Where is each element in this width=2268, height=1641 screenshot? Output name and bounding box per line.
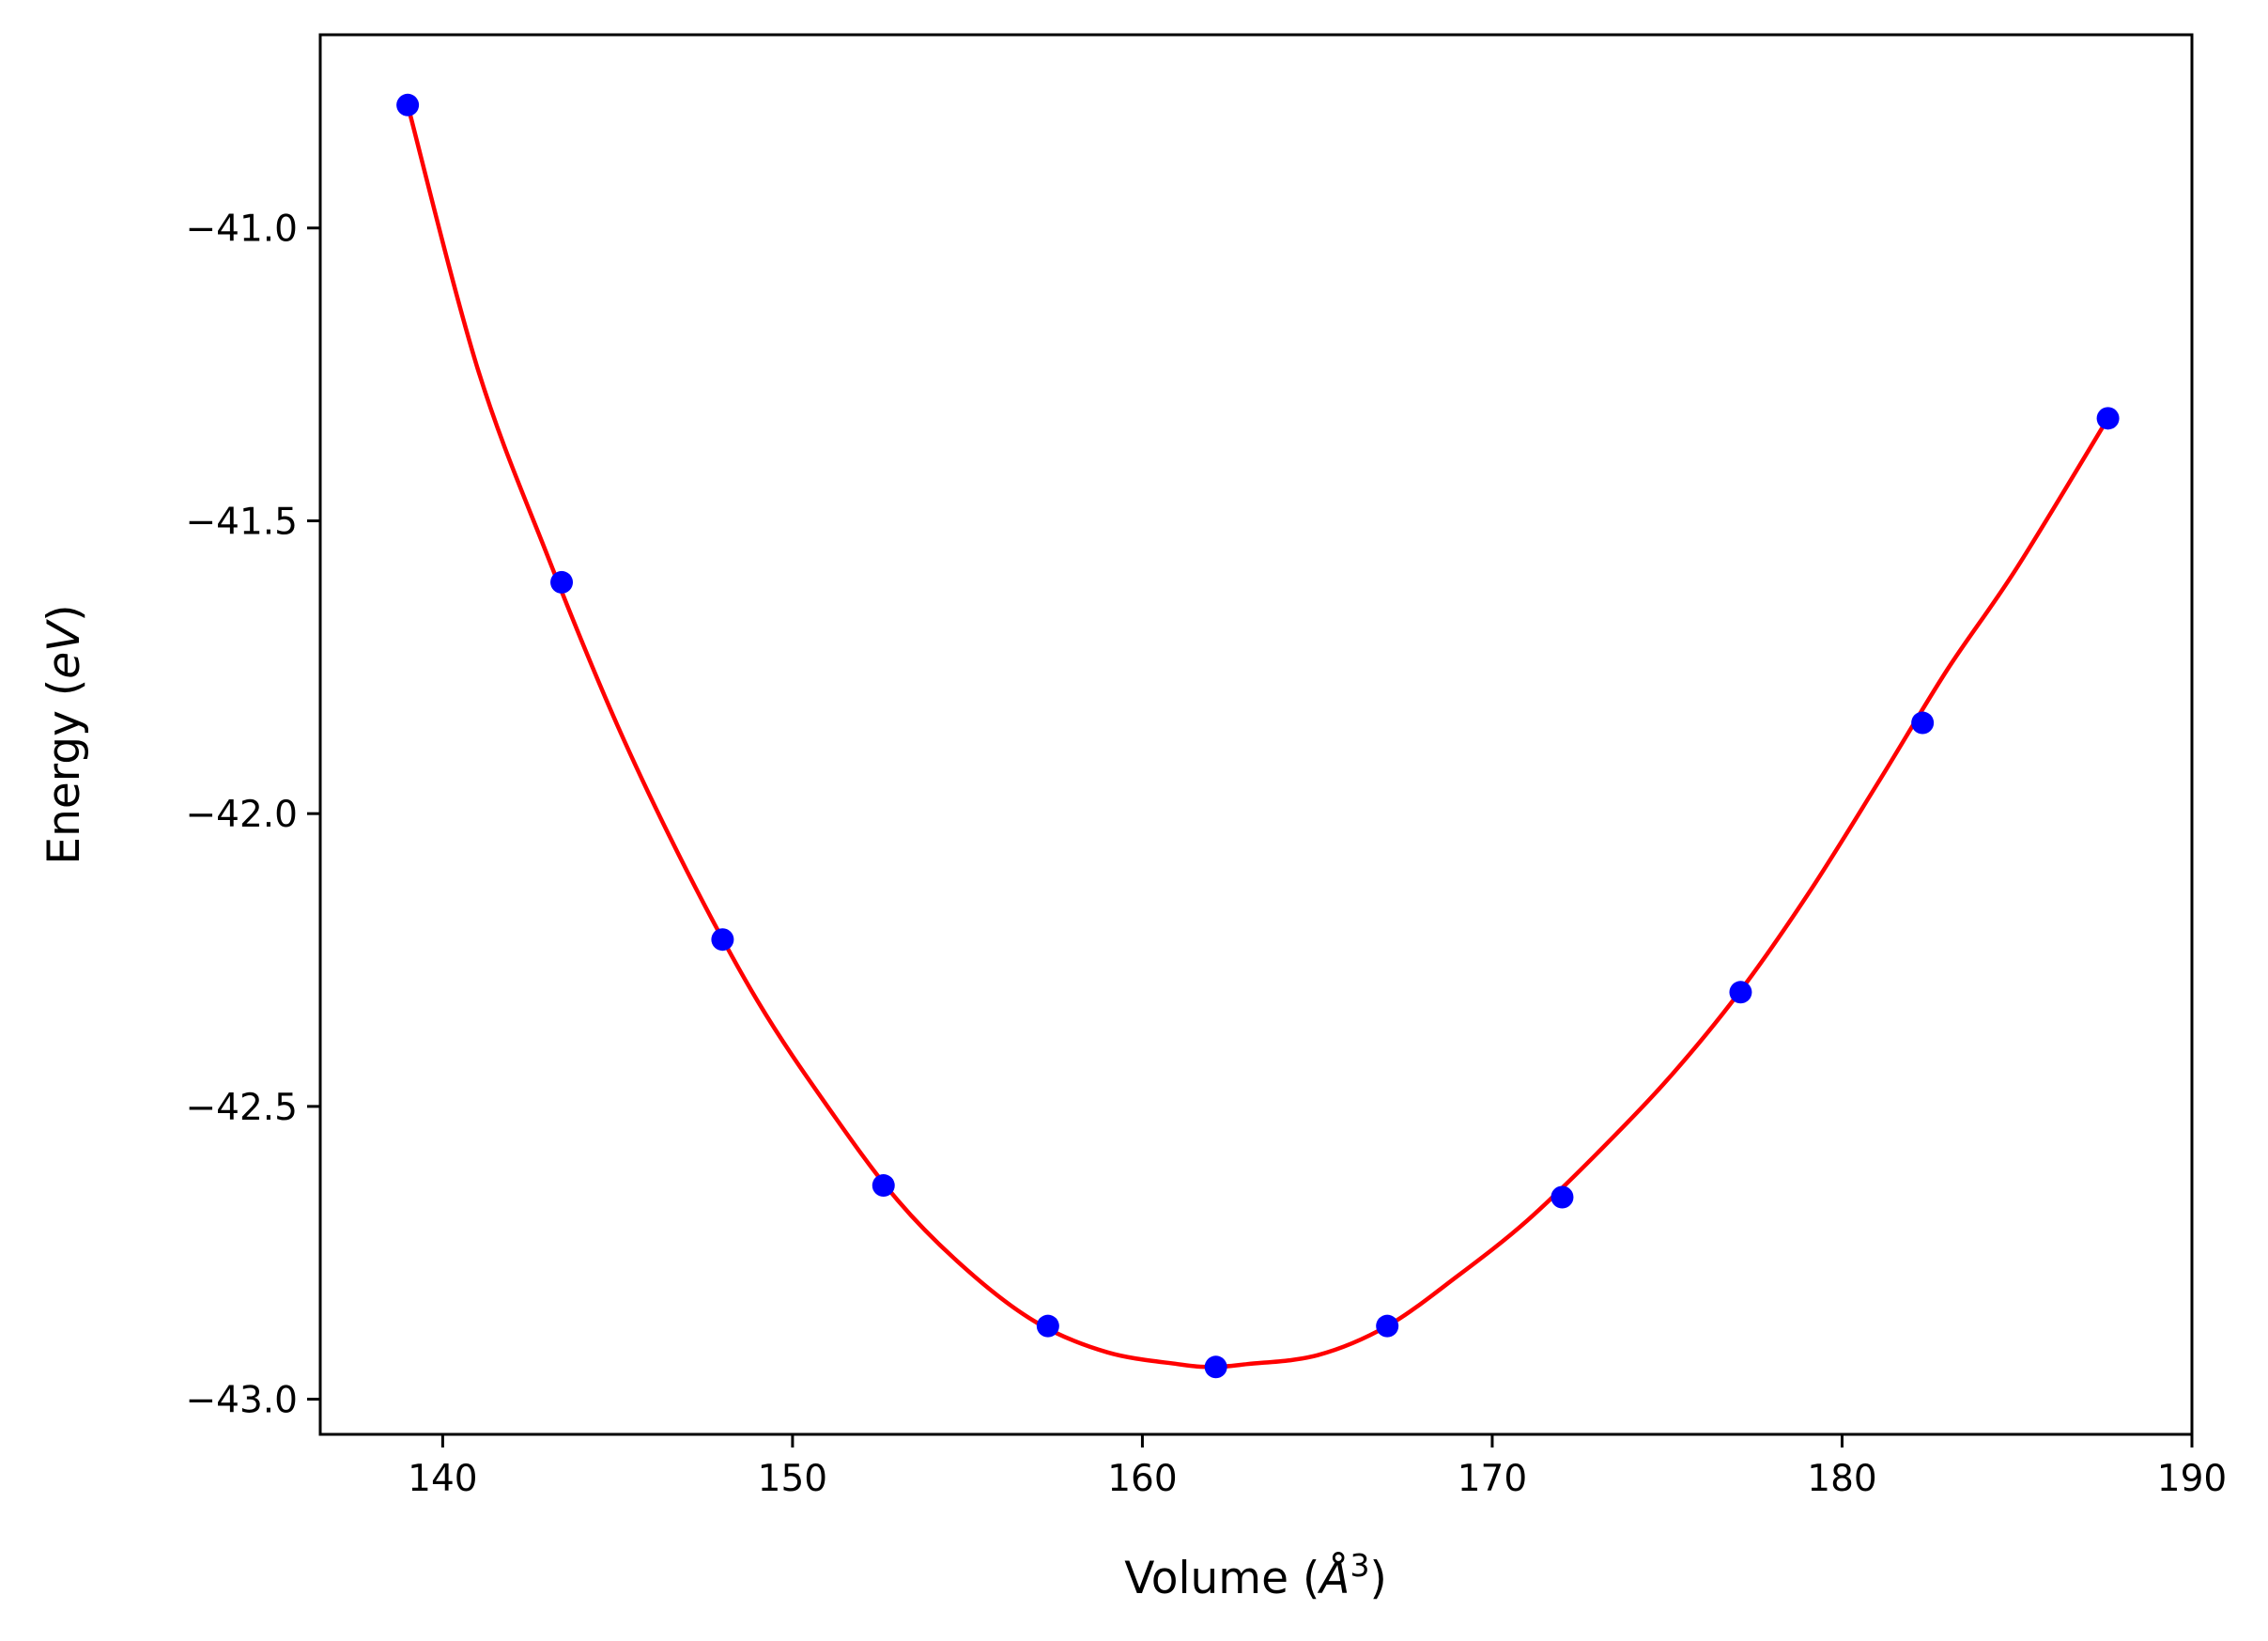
tick-layer: 140 150 160 170 180 190 −41.0 −41.5 −42.0 −42.5 −4… [185,209,2227,1500]
y-axis-label-text: Energy [39,710,90,865]
y-tick-label: −42.0 [185,794,298,836]
data-point [550,570,574,594]
data-point [1376,1314,1399,1338]
x-axis-unit-exponent: 3 [1350,1547,1369,1584]
plot-frame [318,33,2194,1436]
y-axis-label: Energy (eV) [39,604,90,864]
x-tick-label: 150 [758,1458,827,1500]
y-tick-label: −42.5 [185,1087,298,1129]
data-point [1204,1355,1227,1379]
x-tick-label: 170 [1458,1458,1527,1500]
data-point [1911,711,1935,735]
data-point [2096,407,2120,430]
x-tick-label: 190 [2157,1458,2227,1500]
x-axis-label-text: Volume [1124,1553,1288,1604]
x-axis-unit: Å [1317,1553,1350,1604]
x-tick-label: 180 [1807,1458,1876,1500]
data-point [1551,1185,1574,1209]
data-point [396,93,420,116]
data-point [1036,1314,1059,1338]
y-tick-label: −43.0 [185,1380,298,1422]
x-tick-label: 140 [408,1458,477,1500]
data-point [872,1174,895,1198]
x-axis-label: Volume (Å3) [1124,1547,1387,1604]
y-tick-label: −41.5 [185,501,298,543]
x-tick-label: 160 [1107,1458,1177,1500]
y-tick-label: −41.0 [185,209,298,251]
plot-layer [396,93,2120,1379]
y-axis-unit: eV [39,619,90,679]
data-point [1729,981,1752,1004]
data-point [711,928,734,952]
